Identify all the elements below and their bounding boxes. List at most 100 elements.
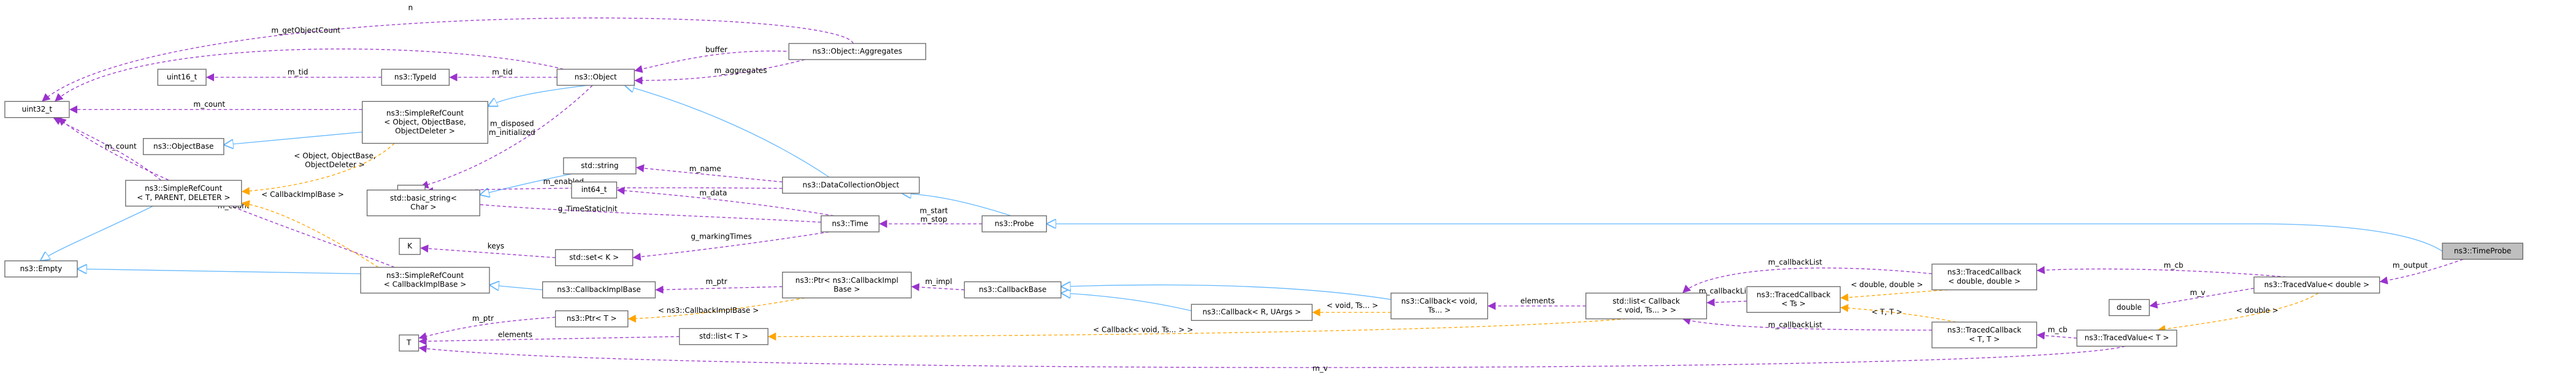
node-label: ns3::Callback< R, UArgs >	[1203, 308, 1301, 317]
edge-label: m_v	[1313, 364, 1328, 373]
node-box	[1931, 263, 2037, 291]
usage-edge	[1706, 298, 1747, 307]
node-label: ns3::TracedValue< double >	[2264, 280, 2370, 289]
usage-edge	[632, 231, 829, 261]
usage-edge	[424, 195, 821, 223]
node-label: ns3::CallbackImplBase	[557, 285, 641, 294]
usage-edge	[1682, 267, 1933, 294]
edge-label: m_initialized	[489, 128, 535, 137]
node-label: Char >	[410, 203, 436, 212]
node-box	[782, 177, 920, 194]
node-label: ns3::Ptr< T >	[567, 314, 617, 323]
inheritance-edge	[902, 193, 1011, 217]
edge-label: m_disposed	[490, 120, 534, 128]
inheritance-edge	[1046, 224, 2443, 252]
node-label: < void, Ts... > >	[1616, 306, 1676, 315]
edge-label: m_name	[689, 164, 721, 173]
node-label: T	[406, 339, 412, 347]
node-label: ns3::Probe	[995, 219, 1034, 228]
edge-label: m_ptr	[472, 314, 494, 323]
node-box	[399, 334, 420, 352]
node-label: < double, double >	[1948, 277, 2020, 285]
usage-edge	[54, 48, 564, 102]
usage-edge	[1840, 304, 1957, 323]
node-label: < T, T >	[1969, 335, 1999, 344]
node-box	[1390, 293, 1489, 320]
usage-edge	[627, 297, 805, 323]
edge-label: < void, Ts... >	[1327, 301, 1378, 310]
usage-edge	[2379, 259, 2464, 285]
edge-label: m_start	[920, 206, 948, 215]
edge-label: g_markingTimes	[691, 232, 751, 240]
edge-label: m_v	[2190, 288, 2206, 297]
edge-label: ObjectDeleter >	[305, 160, 365, 169]
usage-edge	[616, 186, 834, 217]
nodes: ns3::TimeProbe ns3::Probe ns3::DataCollect…	[4, 43, 2524, 352]
node-box	[1585, 293, 1708, 320]
node-box	[782, 271, 912, 299]
node-label: ns3::Object	[575, 72, 617, 81]
usage-edge	[241, 143, 395, 196]
node-box	[563, 157, 637, 175]
edge-label: m_output	[2393, 261, 2428, 270]
usage-edge	[768, 318, 1627, 341]
node-box	[964, 281, 1062, 299]
node-box	[2109, 299, 2150, 317]
edge-label: elements	[498, 330, 532, 339]
node-label: std::string	[581, 161, 618, 170]
edge-label: n	[408, 4, 413, 12]
node-label: ns3::SimpleRefCount	[386, 271, 464, 280]
edge-label: m_impl	[925, 277, 952, 286]
edge-label: < T, T >	[1871, 308, 1902, 317]
node-label: K	[407, 242, 413, 250]
inheritance-edge	[488, 85, 588, 106]
node-label: < Object, ObjectBase,	[384, 118, 466, 126]
edge-label: m_cb	[2164, 261, 2183, 270]
edge-label: m_stop	[921, 215, 948, 224]
usage-edge	[1840, 289, 1949, 302]
node-label: < CallbackImplBase >	[384, 280, 467, 289]
node-box	[542, 281, 656, 299]
inheritance-edge	[1061, 285, 1392, 300]
node-label: ns3::SimpleRefCount	[386, 109, 464, 117]
edge-label: m_ptr	[706, 277, 727, 286]
node-box	[1190, 304, 1313, 321]
edge-label: m_callbackList	[1768, 258, 1823, 266]
usage-edge	[418, 344, 2126, 368]
inheritance-edge	[1061, 293, 1192, 312]
usage-edge	[420, 244, 556, 258]
node-label: int64_t	[581, 185, 607, 194]
edge-label: < ns3::CallbackImplBase >	[658, 306, 759, 315]
node-box	[2076, 329, 2177, 347]
node-box	[366, 190, 480, 217]
edge-label: elements	[1520, 296, 1555, 305]
edge-label: m_cb	[2048, 326, 2068, 334]
node-label: ns3::Callback< void,	[1401, 297, 1478, 306]
usage-edge	[2149, 288, 2255, 309]
node-label: std::list< T >	[699, 332, 748, 340]
inheritance-edge	[480, 173, 572, 194]
edge-label: m_aggregates	[714, 66, 767, 75]
node-box	[157, 69, 207, 86]
node-box	[1931, 321, 2037, 348]
usage-edge	[418, 317, 556, 340]
node-box	[554, 310, 629, 328]
edge-label: buffer	[705, 45, 727, 54]
node-label: Ts... >	[1427, 306, 1451, 315]
node-box	[142, 138, 224, 155]
node-label: ObjectDeleter >	[395, 127, 455, 136]
node-box	[399, 237, 421, 255]
node-label: ns3::CallbackBase	[979, 285, 1046, 294]
node-box	[360, 267, 490, 294]
edge-label: m_count	[193, 100, 225, 109]
node-label: ns3::TimeProbe	[2454, 247, 2511, 255]
edge-label: keys	[488, 242, 504, 250]
usage-edge	[418, 336, 680, 345]
edge-label: < CallbackImplBase >	[261, 190, 344, 199]
node-box	[4, 101, 70, 118]
usage-edge	[41, 17, 854, 102]
node-label: uint16_t	[167, 72, 197, 81]
inheritance-edge	[40, 206, 153, 261]
node-label: ns3::Empty	[20, 264, 63, 273]
